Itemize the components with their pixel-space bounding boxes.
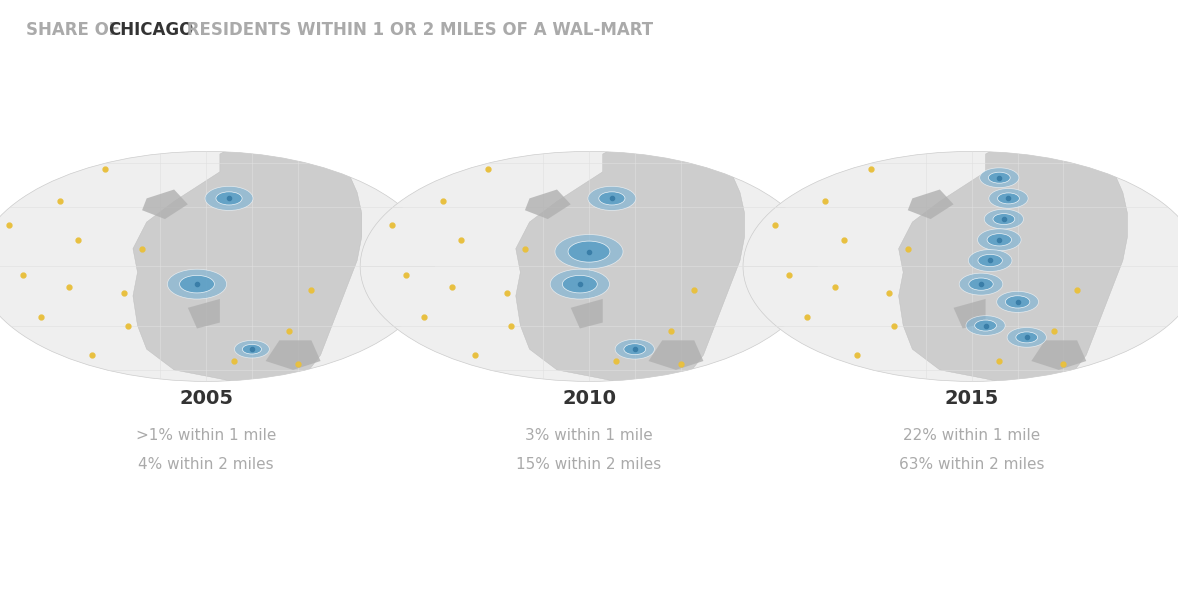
Polygon shape: [899, 139, 1127, 391]
Polygon shape: [649, 340, 703, 370]
Circle shape: [615, 339, 655, 359]
Text: 3% within 1 mile: 3% within 1 mile: [525, 427, 653, 443]
Circle shape: [968, 250, 1012, 272]
Circle shape: [179, 275, 214, 293]
Circle shape: [598, 192, 626, 205]
Text: 2010: 2010: [562, 389, 616, 408]
Circle shape: [205, 186, 253, 210]
Circle shape: [588, 186, 636, 210]
Text: 22% within 1 mile: 22% within 1 mile: [904, 427, 1040, 443]
Text: 2005: 2005: [179, 389, 233, 408]
Polygon shape: [525, 189, 570, 219]
Circle shape: [985, 209, 1024, 229]
Circle shape: [216, 192, 243, 205]
Circle shape: [968, 278, 993, 290]
Polygon shape: [908, 189, 953, 219]
Polygon shape: [1032, 340, 1086, 370]
Text: RESIDENTS WITHIN 1 OR 2 MILES OF A WAL-MART: RESIDENTS WITHIN 1 OR 2 MILES OF A WAL-M…: [181, 21, 654, 38]
Circle shape: [978, 229, 1021, 251]
Circle shape: [987, 234, 1012, 246]
Circle shape: [234, 340, 270, 358]
Circle shape: [360, 152, 818, 381]
Circle shape: [0, 152, 435, 381]
Text: 63% within 2 miles: 63% within 2 miles: [899, 457, 1045, 472]
Circle shape: [974, 320, 997, 331]
Text: >1% within 1 mile: >1% within 1 mile: [135, 427, 277, 443]
Polygon shape: [133, 139, 362, 391]
Circle shape: [959, 273, 1002, 295]
Circle shape: [167, 269, 226, 299]
Circle shape: [1005, 296, 1030, 308]
Polygon shape: [516, 139, 744, 391]
Polygon shape: [570, 299, 603, 329]
Text: 2015: 2015: [945, 389, 999, 408]
Text: SHARE OF: SHARE OF: [26, 21, 126, 38]
Circle shape: [998, 193, 1019, 204]
Text: 4% within 2 miles: 4% within 2 miles: [138, 457, 274, 472]
Circle shape: [978, 255, 1002, 266]
Polygon shape: [187, 299, 220, 329]
Circle shape: [550, 269, 609, 299]
Circle shape: [993, 214, 1014, 224]
Circle shape: [624, 344, 646, 355]
Circle shape: [562, 275, 597, 293]
Circle shape: [966, 316, 1005, 336]
Circle shape: [988, 172, 1011, 183]
Circle shape: [997, 291, 1039, 313]
Circle shape: [1015, 332, 1038, 343]
Text: 15% within 2 miles: 15% within 2 miles: [516, 457, 662, 472]
Circle shape: [988, 188, 1028, 208]
Circle shape: [243, 345, 262, 354]
Polygon shape: [143, 189, 187, 219]
Circle shape: [743, 152, 1178, 381]
Circle shape: [1007, 327, 1046, 348]
Circle shape: [555, 234, 623, 269]
Polygon shape: [266, 340, 320, 370]
Polygon shape: [953, 299, 986, 329]
Circle shape: [980, 168, 1019, 188]
Circle shape: [568, 241, 610, 262]
Text: CHICAGO: CHICAGO: [108, 21, 193, 38]
